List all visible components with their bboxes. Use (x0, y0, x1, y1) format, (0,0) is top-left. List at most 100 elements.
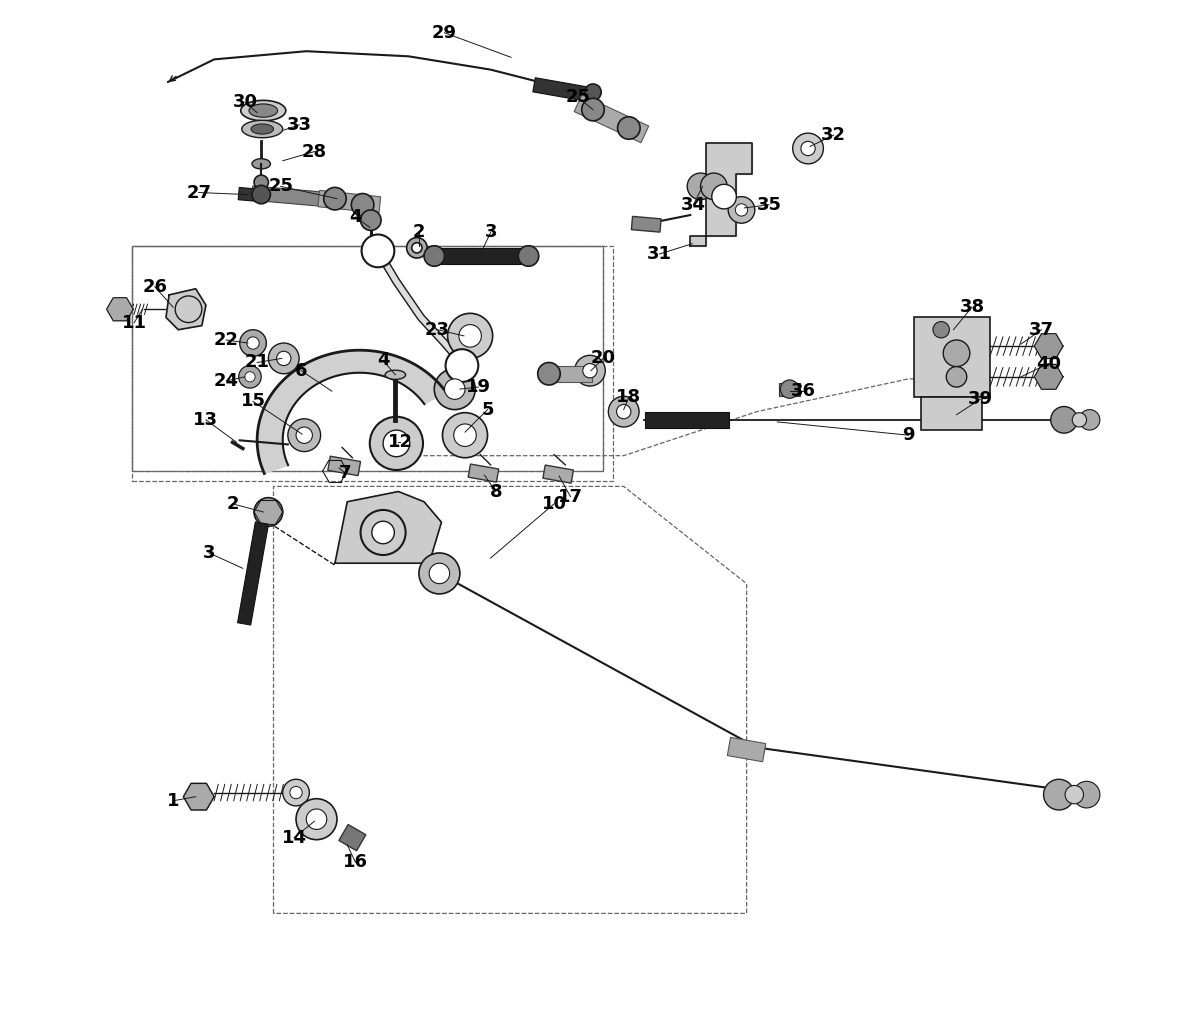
Circle shape (251, 185, 270, 204)
Text: 16: 16 (343, 853, 368, 871)
Polygon shape (184, 783, 215, 810)
Circle shape (425, 246, 445, 266)
Text: 26: 26 (142, 278, 167, 296)
Circle shape (383, 430, 409, 457)
Circle shape (254, 175, 268, 189)
Circle shape (445, 379, 465, 399)
Text: 20: 20 (591, 349, 616, 368)
Circle shape (268, 343, 299, 374)
Polygon shape (1034, 365, 1063, 389)
Circle shape (254, 498, 282, 526)
Circle shape (943, 340, 970, 367)
Circle shape (1072, 413, 1086, 427)
Text: 2: 2 (227, 495, 238, 513)
Circle shape (446, 349, 478, 382)
Text: 31: 31 (648, 245, 672, 263)
Circle shape (537, 362, 560, 385)
Circle shape (296, 427, 312, 443)
Circle shape (582, 98, 604, 121)
Circle shape (361, 510, 406, 555)
Text: 29: 29 (432, 24, 457, 42)
Circle shape (324, 187, 346, 210)
Polygon shape (166, 289, 206, 330)
Circle shape (582, 364, 597, 378)
Circle shape (351, 194, 374, 216)
Circle shape (296, 799, 337, 840)
Polygon shape (543, 465, 574, 483)
Text: 17: 17 (557, 487, 584, 506)
Text: 38: 38 (959, 298, 984, 316)
Text: 14: 14 (281, 828, 306, 847)
Polygon shape (645, 413, 729, 428)
Text: 4: 4 (349, 208, 362, 226)
Text: 36: 36 (790, 382, 816, 400)
Polygon shape (251, 186, 334, 207)
Polygon shape (574, 95, 649, 142)
Circle shape (728, 197, 754, 223)
Text: 21: 21 (244, 353, 269, 372)
Circle shape (372, 521, 394, 544)
FancyBboxPatch shape (920, 397, 982, 430)
Circle shape (429, 563, 449, 584)
Circle shape (735, 204, 747, 216)
Circle shape (946, 367, 967, 387)
Polygon shape (547, 366, 592, 382)
Circle shape (1073, 781, 1099, 808)
Circle shape (801, 141, 815, 156)
Text: 37: 37 (1029, 321, 1054, 339)
Circle shape (282, 779, 310, 806)
Circle shape (442, 413, 487, 458)
Circle shape (1079, 410, 1099, 430)
Circle shape (792, 133, 823, 164)
Polygon shape (327, 457, 361, 475)
Text: 13: 13 (193, 411, 218, 429)
Ellipse shape (251, 124, 274, 134)
Text: 4: 4 (377, 351, 389, 370)
Circle shape (419, 553, 460, 594)
Polygon shape (690, 143, 752, 246)
Text: 12: 12 (388, 433, 413, 452)
Text: 25: 25 (268, 177, 293, 196)
Text: 1: 1 (167, 792, 179, 810)
Text: 32: 32 (821, 126, 846, 144)
FancyBboxPatch shape (913, 317, 990, 397)
Circle shape (276, 351, 291, 366)
Text: 28: 28 (302, 142, 327, 161)
Circle shape (712, 184, 737, 209)
Circle shape (585, 84, 601, 100)
Text: 25: 25 (566, 88, 591, 106)
Ellipse shape (242, 121, 282, 137)
Text: 3: 3 (484, 223, 497, 242)
Text: 6: 6 (295, 361, 307, 380)
Text: 19: 19 (466, 378, 491, 396)
Text: 23: 23 (425, 321, 449, 339)
Text: 5: 5 (482, 400, 493, 419)
Text: 7: 7 (339, 464, 351, 482)
Circle shape (412, 243, 422, 253)
Polygon shape (727, 737, 766, 762)
Circle shape (459, 325, 482, 347)
Circle shape (407, 238, 427, 258)
Circle shape (780, 380, 799, 398)
Circle shape (617, 404, 631, 419)
Polygon shape (237, 522, 268, 625)
Text: 10: 10 (542, 495, 567, 513)
Circle shape (454, 424, 477, 446)
Circle shape (306, 809, 327, 829)
Circle shape (1065, 785, 1084, 804)
Circle shape (370, 417, 423, 470)
Circle shape (288, 419, 320, 452)
Text: 22: 22 (213, 331, 238, 349)
Text: 3: 3 (203, 544, 215, 562)
Circle shape (247, 337, 260, 349)
Ellipse shape (241, 100, 286, 121)
Polygon shape (238, 187, 262, 202)
Polygon shape (334, 492, 441, 563)
Polygon shape (257, 350, 446, 473)
Text: 34: 34 (681, 196, 706, 214)
Circle shape (289, 786, 302, 799)
Circle shape (608, 396, 639, 427)
Text: 40: 40 (1037, 354, 1061, 373)
Polygon shape (318, 190, 381, 213)
Text: 11: 11 (122, 313, 147, 332)
